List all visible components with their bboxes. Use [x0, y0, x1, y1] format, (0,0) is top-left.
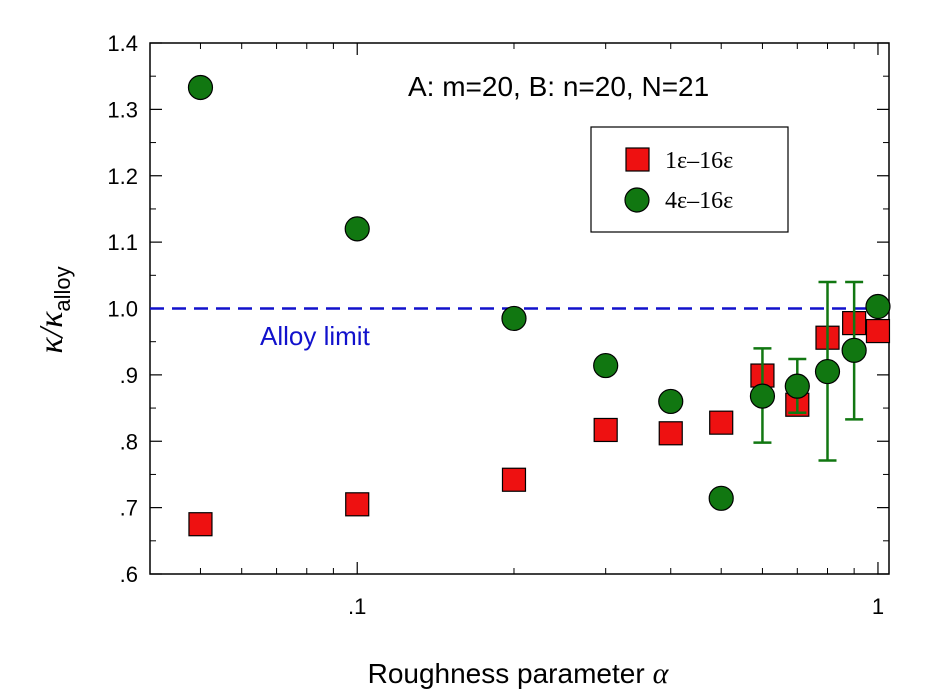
data-point-square: [345, 492, 370, 517]
y-axis-title-sub: alloy: [50, 266, 75, 311]
y-tick-label: .6: [120, 562, 138, 587]
svg-text:κ/κalloy: κ/κalloy: [33, 266, 75, 353]
data-point-square: [501, 467, 527, 492]
data-point-circle: [841, 337, 867, 363]
y-tick-label: 1.4: [107, 31, 138, 56]
y-tick-label: 1.1: [107, 230, 138, 255]
y-tick-label: .7: [120, 496, 138, 521]
series-layer: [187, 74, 891, 537]
x-tick-label: 1: [872, 594, 884, 619]
y-tick-label: .8: [120, 429, 138, 454]
x-axis-title: Roughness parameter α: [368, 657, 670, 690]
data-point-circle: [708, 485, 734, 511]
data-point-square: [593, 417, 618, 443]
legend: 1ε–16ε 4ε–16ε: [590, 126, 789, 233]
x-axis-title-symbol: α: [653, 657, 670, 690]
y-tick-label: .9: [120, 363, 138, 388]
y-axis-title: κ/κalloy: [33, 266, 75, 353]
data-point-circle: [501, 305, 527, 332]
data-point-circle: [865, 293, 891, 320]
data-point-square: [865, 318, 891, 344]
x-axis-title-text: Roughness parameter: [368, 658, 645, 689]
data-point-circle: [593, 352, 619, 379]
data-point-square: [658, 421, 683, 446]
data-point-circle: [344, 216, 370, 242]
data-point-circle: [658, 388, 684, 415]
data-point-circle: [187, 74, 214, 101]
legend-box: [590, 126, 789, 233]
data-point-circle: [749, 383, 776, 409]
annotation-text: A: m=20, B: n=20, N=21: [408, 71, 709, 102]
legend-marker-circle: [624, 187, 650, 213]
y-tick-label: 1.3: [107, 97, 138, 122]
legend-label-series-1: 1ε–16ε: [665, 148, 733, 174]
legend-label-series-2: 4ε–16ε: [665, 188, 733, 214]
alloy-limit-label: Alloy limit: [260, 321, 371, 351]
data-point-square: [709, 410, 734, 435]
y-axis-title-main: κ/κ: [33, 311, 70, 354]
data-point-square: [188, 512, 213, 537]
y-tick-label: 1.0: [107, 297, 138, 322]
axis-ticks: .6 .7 .8 .9 1.0 1.1 1.2 1.3 1.4 .1 1: [107, 31, 889, 619]
x-tick-label: .1: [348, 594, 366, 619]
y-tick-label: 1.2: [107, 164, 138, 189]
data-point-circle: [784, 373, 810, 399]
legend-marker-square: [625, 147, 650, 172]
data-point-circle: [814, 358, 841, 385]
